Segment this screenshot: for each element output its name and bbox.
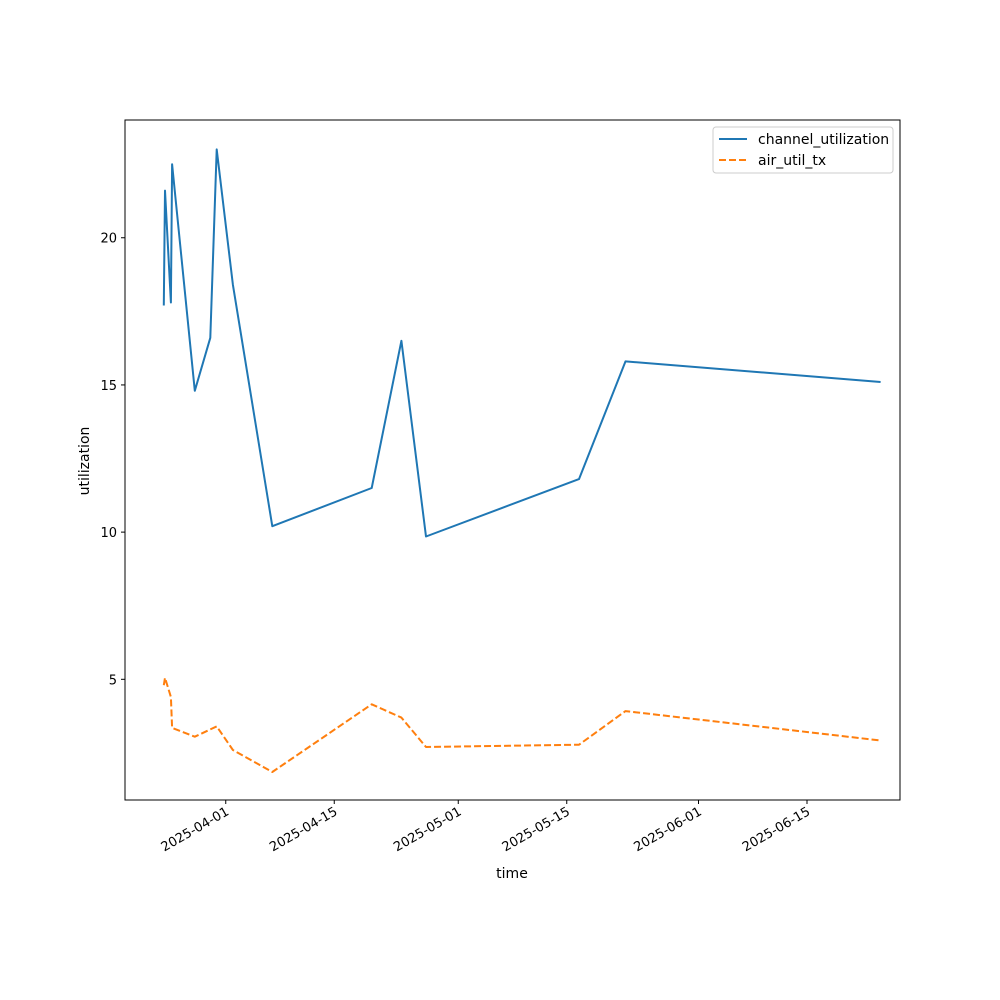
series-layer — [162, 148, 881, 773]
y-tick-label: 10 — [100, 526, 117, 541]
y-tick-label: 5 — [109, 673, 117, 688]
plot-frame — [124, 119, 901, 801]
y-axis-label: utilization — [77, 427, 93, 496]
legend-label-channel-utilization: channel_utilization — [758, 132, 889, 148]
series-line-channel-utilization — [162, 148, 881, 538]
x-axis-label: time — [496, 866, 528, 882]
series-line-air-util-tx — [162, 676, 881, 773]
plot-area — [125, 120, 900, 800]
legend-label-air-util-tx: air_util_tx — [758, 153, 826, 169]
legend-box — [712, 126, 894, 174]
y-axis-ticks: 5 10 15 20 — [100, 232, 125, 688]
legend: channel_utilization air_util_tx — [712, 126, 894, 174]
y-tick-label: 20 — [100, 232, 117, 247]
y-tick-label: 15 — [100, 379, 117, 394]
